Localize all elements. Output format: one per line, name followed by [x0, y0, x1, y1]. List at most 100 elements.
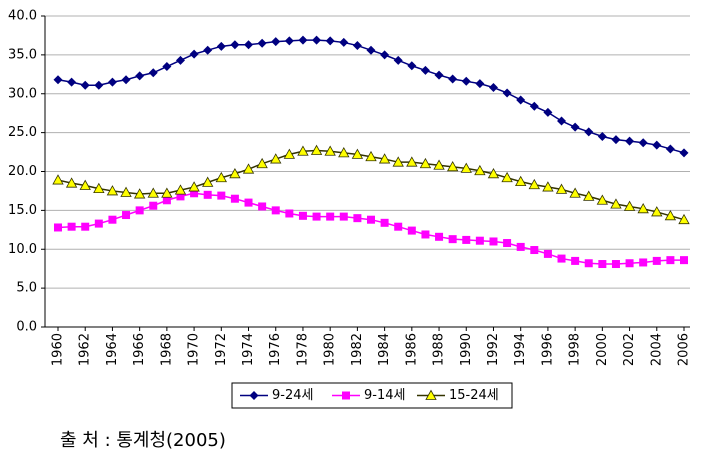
legend-marker	[249, 391, 259, 400]
data-point	[230, 40, 240, 50]
data-point	[516, 242, 525, 251]
legend-marker	[425, 389, 437, 400]
data-point	[324, 145, 336, 156]
data-point	[94, 219, 103, 228]
data-point	[339, 212, 348, 221]
data-point	[529, 101, 539, 111]
data-point	[162, 62, 172, 72]
data-point	[664, 209, 677, 221]
x-tick-label: 1978	[295, 333, 310, 366]
data-point	[122, 211, 131, 220]
x-tick-label: 1986	[404, 333, 419, 366]
x-tick-label: 1972	[214, 333, 229, 366]
data-point	[120, 186, 132, 197]
data-point	[54, 223, 62, 232]
data-point	[419, 157, 432, 169]
data-point	[528, 178, 540, 190]
y-tick-label: 5.0	[16, 281, 37, 296]
data-point	[162, 196, 171, 205]
data-point	[135, 71, 145, 81]
data-point	[107, 77, 117, 87]
data-point	[174, 184, 187, 195]
data-point	[378, 153, 391, 164]
data-point	[298, 211, 307, 220]
data-point	[270, 153, 282, 164]
data-point	[461, 76, 471, 86]
data-point	[487, 168, 500, 179]
x-tick-label: 1998	[568, 333, 583, 366]
data-point	[353, 214, 362, 223]
data-point	[435, 232, 444, 241]
data-point	[407, 226, 416, 235]
data-point	[312, 35, 322, 45]
data-point	[610, 198, 622, 209]
data-point	[203, 45, 213, 55]
data-point	[515, 175, 527, 187]
legend-label: 9-14세	[364, 388, 405, 403]
x-tick-label: 1962	[78, 333, 93, 366]
legend-marker	[342, 391, 350, 400]
data-point	[623, 200, 636, 211]
data-point	[543, 249, 552, 258]
x-tick-label: 1976	[268, 333, 283, 366]
x-tick-label: 1980	[323, 333, 338, 366]
data-point	[393, 55, 403, 65]
data-point	[230, 194, 239, 203]
data-point	[488, 83, 498, 93]
x-tick-label: 1970	[187, 333, 202, 366]
data-point	[420, 65, 430, 75]
data-point	[338, 147, 350, 158]
x-tick-label: 1964	[105, 333, 120, 366]
data-point	[176, 192, 185, 201]
legend-label: 15-24세	[449, 388, 499, 403]
data-point	[147, 187, 159, 198]
y-tick-label: 0.0	[16, 320, 37, 335]
x-tick-label: 1966	[132, 333, 147, 366]
x-tick-label: 1982	[350, 333, 365, 366]
data-point	[516, 95, 526, 105]
data-point	[460, 162, 472, 173]
data-point	[94, 80, 104, 90]
x-tick-label: 1992	[486, 333, 501, 366]
data-point	[242, 163, 255, 174]
data-point	[652, 256, 661, 265]
data-point	[121, 75, 131, 85]
data-point	[448, 235, 457, 244]
x-tick-label: 2004	[649, 333, 664, 366]
data-point	[652, 140, 662, 150]
data-point	[312, 212, 321, 221]
y-tick-label: 20.0	[8, 164, 37, 179]
data-point	[148, 68, 158, 78]
data-point	[271, 37, 281, 47]
data-point	[135, 206, 144, 215]
data-point	[446, 161, 459, 172]
data-point	[217, 191, 226, 200]
data-point	[462, 235, 471, 244]
data-point	[149, 201, 158, 210]
data-point	[637, 202, 649, 214]
data-point	[67, 77, 77, 87]
data-point	[326, 212, 335, 221]
data-point	[679, 148, 689, 158]
data-point	[203, 190, 212, 199]
data-point	[352, 41, 362, 51]
data-point	[501, 171, 513, 183]
data-point	[65, 177, 78, 188]
data-point	[555, 183, 568, 194]
data-point	[216, 41, 226, 51]
data-point	[161, 187, 173, 198]
data-point	[611, 260, 620, 269]
y-tick-label: 25.0	[8, 125, 37, 140]
data-point	[665, 144, 675, 154]
data-point	[53, 75, 63, 85]
x-tick-label: 2000	[595, 333, 610, 366]
x-tick-label: 1960	[51, 333, 66, 366]
source-note: 출 처 : 통계청(2005)	[60, 430, 226, 451]
data-point	[596, 194, 609, 205]
data-point	[52, 174, 64, 185]
data-point	[583, 190, 595, 201]
data-point	[339, 37, 349, 47]
data-point	[108, 215, 117, 224]
data-point	[392, 156, 404, 167]
